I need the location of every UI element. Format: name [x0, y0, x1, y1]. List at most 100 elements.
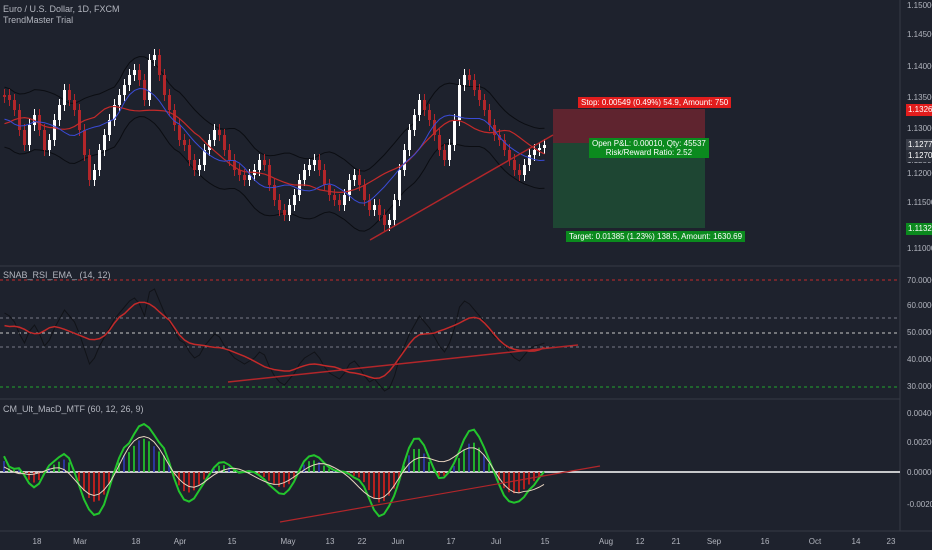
- candle-body: [308, 165, 311, 170]
- macd-bar: [138, 440, 140, 472]
- candle-body: [468, 75, 471, 80]
- candle-body: [53, 120, 56, 140]
- macd-bar: [453, 465, 455, 472]
- candle-body: [403, 150, 406, 170]
- indicator-title[interactable]: TrendMaster Trial: [3, 15, 74, 25]
- candle-body: [398, 170, 401, 200]
- macd-bar: [293, 472, 295, 479]
- macd-title[interactable]: CM_Ult_MacD_MTF (60, 12, 26, 9): [3, 404, 144, 414]
- macd-bar: [268, 472, 270, 481]
- macd-bar: [513, 472, 515, 494]
- candle-body: [458, 85, 461, 120]
- stop-label[interactable]: Stop: 0.00549 (0.49%) 54.9, Amount: 750: [578, 97, 732, 108]
- candle-body: [418, 100, 421, 115]
- time-axis-label: 12: [635, 537, 645, 546]
- price-axis-label: 1.12000: [907, 169, 932, 178]
- candle-body: [283, 210, 286, 215]
- macd-bar: [233, 470, 235, 472]
- candle-body: [483, 100, 486, 110]
- candle-body: [453, 120, 456, 145]
- macd-bar: [158, 451, 160, 472]
- candle-body: [463, 75, 466, 85]
- macd-bar: [63, 459, 65, 472]
- macd-bar: [213, 468, 215, 472]
- candle-body: [543, 145, 546, 148]
- macd-line: [3, 422, 545, 518]
- macd-bar: [328, 468, 330, 472]
- candle-body: [363, 185, 366, 200]
- macd-bar: [168, 464, 170, 472]
- target-label[interactable]: Target: 0.01385 (1.23%) 138.5, Amount: 1…: [566, 231, 746, 242]
- candle-body: [343, 195, 346, 205]
- candle-body: [183, 140, 186, 145]
- macd-bar: [283, 472, 285, 488]
- macd-bar: [273, 472, 275, 484]
- macd-bar: [183, 472, 185, 492]
- macd-bar: [523, 472, 525, 490]
- macd-bar: [303, 464, 305, 472]
- candle-body: [538, 148, 541, 150]
- macd-bar: [373, 472, 375, 499]
- candle-body: [238, 170, 241, 175]
- rsi-title[interactable]: SNAB_RSI_EMA_ (14, 12): [3, 270, 111, 280]
- price-axis-label: 1.14000: [907, 62, 932, 71]
- candle-body: [113, 105, 116, 120]
- time-axis-label: Oct: [808, 537, 822, 546]
- rsi-axis-label: 60.00000: [907, 301, 932, 310]
- candle-body: [8, 95, 11, 100]
- candle-body: [23, 130, 26, 145]
- candle-body: [258, 160, 261, 170]
- macd-bar: [483, 454, 485, 472]
- macd-bar: [358, 472, 360, 478]
- macd-bar: [488, 463, 490, 472]
- candle-body: [348, 180, 351, 195]
- macd-bar: [93, 472, 95, 502]
- time-axis-label: 18: [32, 537, 42, 546]
- candle-body: [13, 100, 16, 110]
- rsi-axis-label: 30.00000: [907, 382, 932, 391]
- candle-body: [233, 160, 236, 170]
- macd-bar: [388, 472, 390, 496]
- ma-red: [4, 105, 545, 193]
- time-axis-label: 15: [540, 537, 550, 546]
- candle-body: [378, 205, 381, 215]
- macd-bar: [13, 469, 15, 472]
- candle-body: [128, 75, 131, 85]
- candle-body: [393, 200, 396, 220]
- candle-body: [28, 125, 31, 145]
- macd-bar: [443, 472, 445, 476]
- macd-bar: [68, 462, 70, 472]
- candle-body: [338, 200, 341, 205]
- symbol-title[interactable]: Euro / U.S. Dollar, 1D, FXCM: [3, 4, 120, 14]
- price-axis-label: 1.11000: [907, 244, 932, 253]
- time-axis-label: 13: [325, 537, 335, 546]
- macd-bar: [463, 449, 465, 472]
- macd-bar: [193, 472, 195, 491]
- macd-bar: [78, 472, 80, 482]
- candle-body: [223, 135, 226, 150]
- macd-bar: [423, 453, 425, 472]
- macd-bar: [173, 472, 175, 477]
- candle-body: [123, 85, 126, 95]
- macd-bar: [123, 455, 125, 472]
- macd-bar: [428, 461, 430, 472]
- time-axis-label: Jul: [490, 537, 502, 546]
- macd-bar: [473, 442, 475, 472]
- price-axis-label: 1.13000: [907, 124, 932, 133]
- candle-body: [188, 145, 191, 160]
- macd-bar: [313, 460, 315, 472]
- candle-body: [503, 140, 506, 150]
- candle-body: [48, 140, 51, 150]
- time-axis-label: Sep: [706, 537, 722, 546]
- macd-bar: [263, 472, 265, 477]
- stop-price-tag: 1.13269: [906, 104, 932, 116]
- open-pnl-label[interactable]: Open P&L: 0.00010, Qty: 45537 Risk/Rewar…: [589, 138, 709, 158]
- candle-body: [388, 220, 391, 225]
- macd-bar: [458, 458, 460, 472]
- signal-line: [3, 435, 545, 500]
- macd-bar: [198, 472, 200, 485]
- candle-body: [278, 200, 281, 210]
- rsi-axis-label: 70.00000: [907, 276, 932, 285]
- candle-body: [518, 170, 521, 175]
